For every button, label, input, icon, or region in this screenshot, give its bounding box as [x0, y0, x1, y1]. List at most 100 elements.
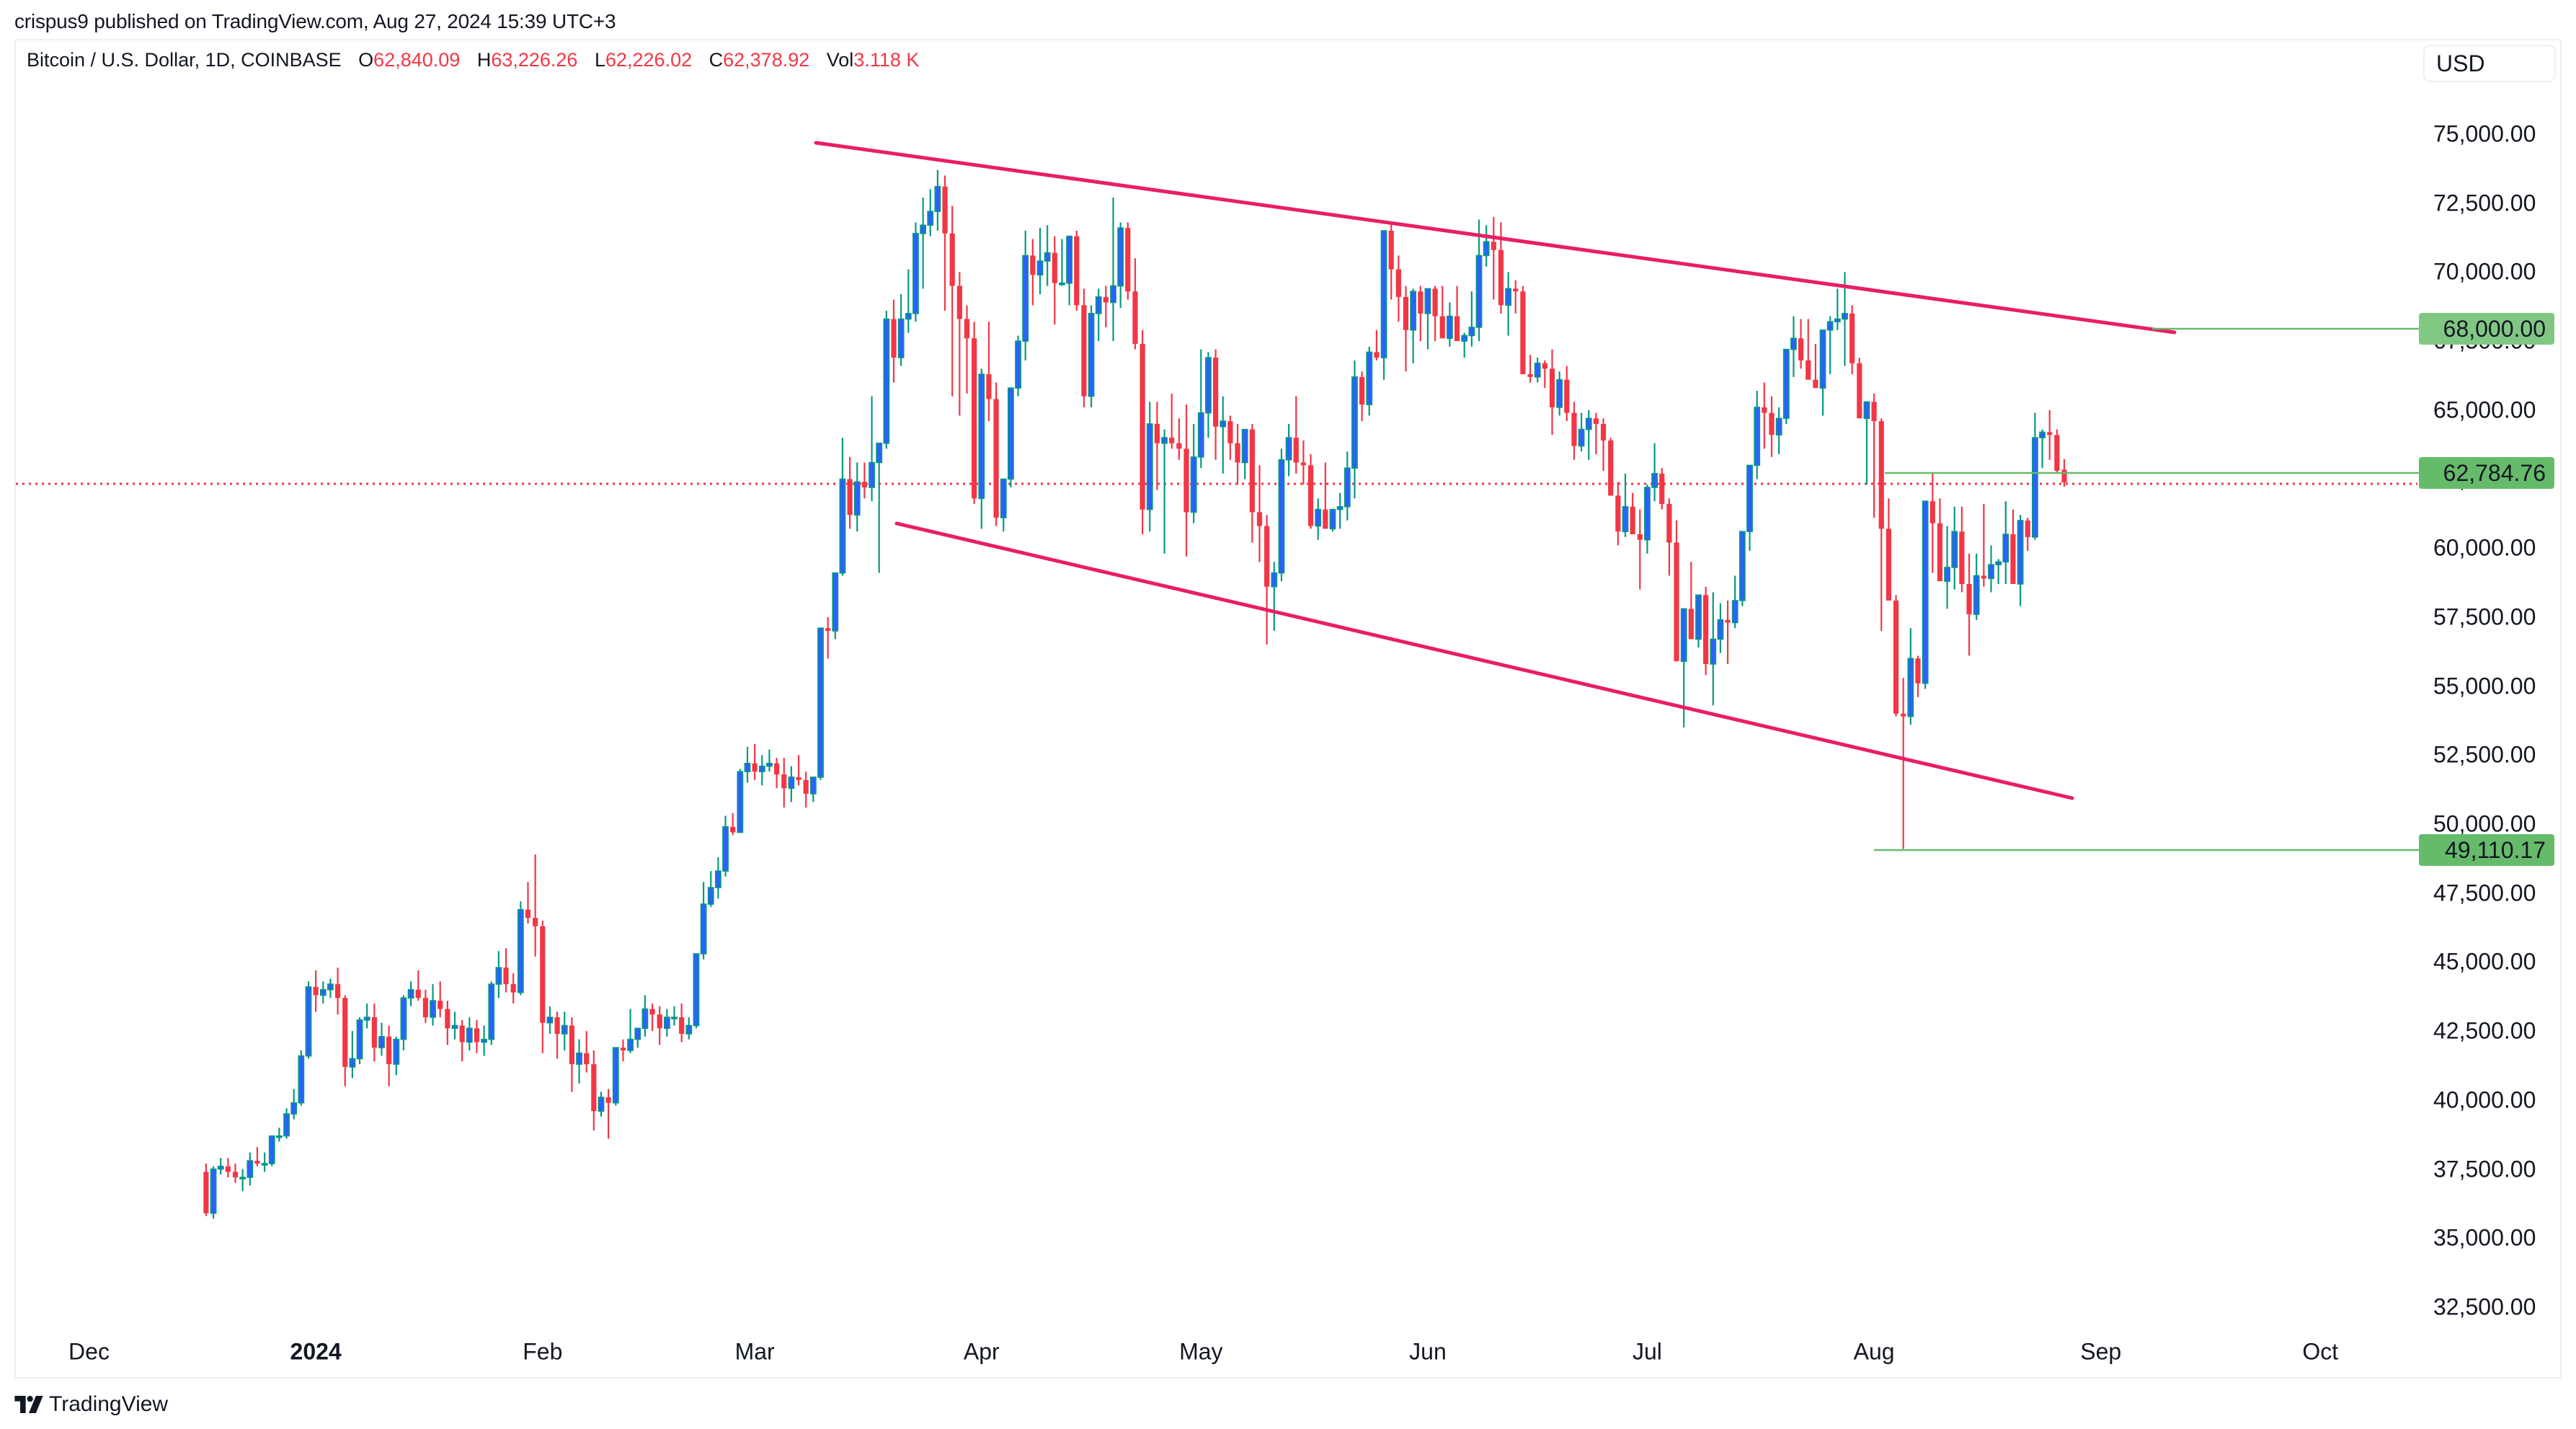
candle	[342, 995, 348, 1087]
candle-body	[1015, 340, 1021, 389]
candle-body	[1819, 329, 1826, 389]
candle	[927, 189, 934, 236]
candle	[1725, 600, 1731, 664]
candle-body	[1857, 363, 1862, 419]
candle	[861, 462, 867, 499]
candle	[1762, 382, 1767, 449]
candle-body	[891, 319, 897, 358]
price-level-badge: 62,784.76	[2419, 457, 2554, 489]
candle	[1782, 348, 1790, 424]
candle	[679, 1003, 685, 1043]
candle-body	[781, 774, 787, 789]
candle	[1329, 508, 1336, 532]
candle-body	[438, 1000, 443, 1009]
candle	[1241, 428, 1248, 479]
candle	[693, 953, 700, 1029]
candle	[707, 871, 714, 907]
candle-body	[1183, 448, 1189, 513]
price-tick-label: 37,500.00	[2433, 1156, 2536, 1182]
candle-body	[942, 186, 948, 234]
candle	[438, 981, 443, 1017]
candle-body	[986, 374, 992, 399]
candle	[1052, 236, 1057, 325]
candle-body	[1863, 401, 1870, 420]
candle	[752, 743, 758, 780]
candle	[210, 1166, 217, 1219]
candle	[1564, 366, 1570, 422]
candle-body	[1600, 423, 1607, 441]
candle	[1008, 387, 1014, 487]
symbol-label[interactable]: Bitcoin / U.S. Dollar, 1D, COINBASE	[27, 49, 342, 71]
candle	[853, 462, 861, 532]
candle-body	[1329, 508, 1336, 530]
candle-body	[1527, 374, 1533, 377]
candle-body	[774, 763, 780, 775]
candle	[774, 758, 780, 789]
candle	[1088, 305, 1095, 407]
candle-body	[1343, 467, 1351, 508]
candle	[1117, 222, 1124, 309]
candle-body	[956, 286, 962, 319]
candle-body	[1922, 500, 1929, 684]
candle	[1483, 225, 1490, 267]
candle	[744, 746, 751, 783]
candle-body	[1988, 564, 1994, 580]
candle-body	[897, 318, 905, 358]
price-tick-label: 65,000.00	[2433, 397, 2536, 423]
candle	[1644, 485, 1651, 554]
candle-body	[363, 1017, 370, 1021]
close-value: 62,378.92	[723, 49, 810, 71]
candle	[356, 1017, 363, 1065]
candle-body	[1615, 495, 1621, 532]
candle-body	[1666, 503, 1672, 543]
candle-body	[371, 1017, 377, 1048]
candle-body	[1117, 227, 1124, 287]
candle-body	[1432, 288, 1438, 317]
open-value: 62,840.09	[373, 49, 461, 71]
lower-trendline	[894, 521, 2074, 800]
candle-body	[1146, 423, 1153, 510]
price-tick-label: 32,500.00	[2433, 1293, 2536, 1320]
candle-body	[313, 986, 319, 996]
candle	[225, 1158, 231, 1177]
candle	[275, 1128, 283, 1142]
close-label: C	[709, 49, 724, 71]
candle-body	[1710, 638, 1717, 665]
candle	[1110, 198, 1116, 342]
price-level-badge: 68,000.00	[2419, 313, 2554, 345]
currency-button[interactable]: USD	[2423, 45, 2556, 82]
candle	[2017, 515, 2024, 606]
candle	[803, 771, 809, 808]
candle	[1169, 393, 1175, 449]
candle-body	[1762, 407, 1767, 413]
candle	[1030, 239, 1036, 306]
watermark-text: TradingView	[49, 1392, 169, 1416]
candle-body	[261, 1163, 268, 1166]
candle	[1608, 438, 1614, 496]
candle-body	[305, 986, 312, 1057]
candle-body	[1995, 561, 2002, 565]
candle	[1140, 329, 1145, 535]
candle-body	[927, 211, 934, 226]
candle	[1549, 349, 1555, 435]
candle-body	[1556, 379, 1563, 408]
candle	[1022, 230, 1029, 360]
candle-body	[561, 1025, 568, 1035]
candle	[407, 981, 414, 1007]
candle-body	[949, 233, 955, 286]
price-tick-label: 52,500.00	[2433, 741, 2536, 768]
candle	[430, 984, 436, 1026]
candle-body	[649, 1009, 655, 1015]
candle	[1410, 288, 1417, 363]
candle	[1278, 448, 1285, 582]
candle-body	[1644, 487, 1651, 541]
candle-body	[430, 1000, 436, 1018]
candle	[313, 970, 319, 1012]
candle	[1775, 407, 1782, 455]
candle	[942, 175, 948, 311]
candle	[1307, 454, 1314, 529]
time-tick-label: Oct	[2302, 1338, 2339, 1365]
candle	[576, 1039, 582, 1084]
candle	[1790, 316, 1797, 377]
